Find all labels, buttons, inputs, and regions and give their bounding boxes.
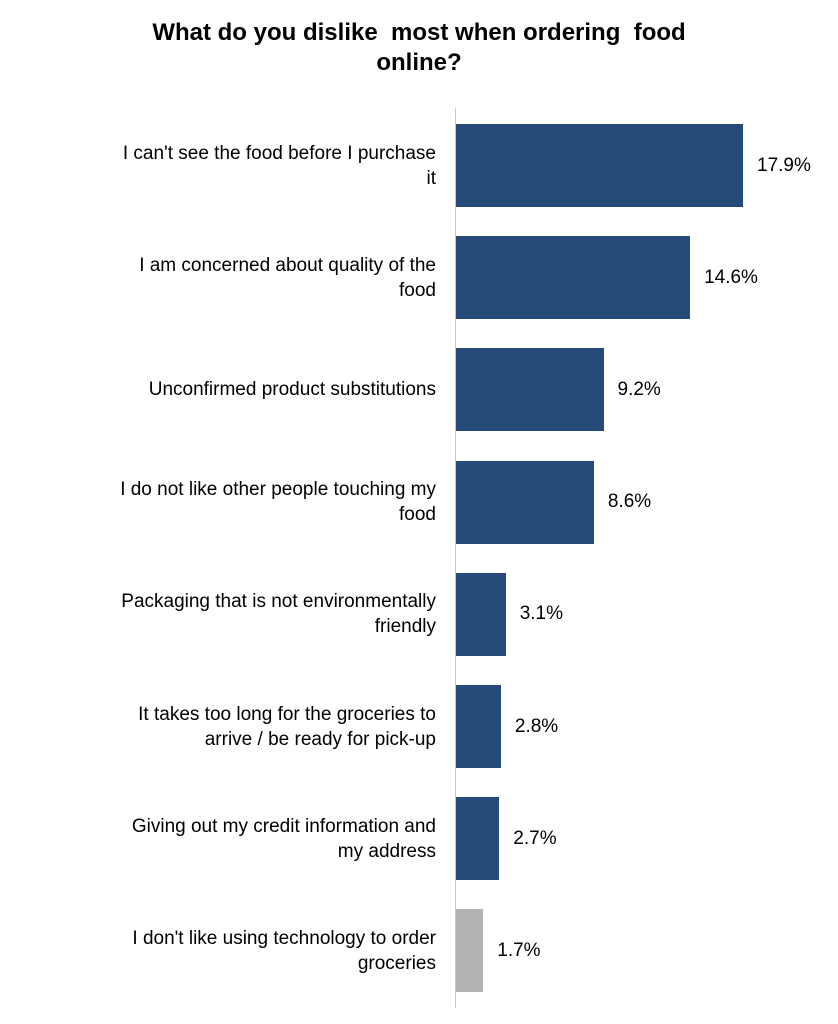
category-label: I can't see the food before I purchase it [36,141,436,191]
category-label-line: my address [337,840,436,862]
value-label: 2.8% [514,715,559,737]
category-label-line: friendly [374,616,436,638]
category-label-line: I can't see the food before I purchase [122,142,436,164]
value-label: 8.6% [607,491,652,513]
category-label: It takes too long for the groceries to ar… [36,702,436,752]
category-label: I don't like using technology to order gr… [36,926,436,976]
bar [456,236,691,320]
value-label: 3.1% [519,603,564,625]
bar [456,348,604,432]
value-label: 1.7% [497,939,541,961]
chart-title-line-2: online? [376,49,462,76]
category-label-line: groceries [357,952,436,974]
category-axis-line [455,108,456,1008]
bar [456,685,501,768]
value-label: 9.2% [617,378,661,400]
category-label-line: I don't like using technology to order [132,927,436,949]
category-label-line: Giving out my credit information and [131,815,436,837]
category-label: Unconfirmed product substitutions [36,377,436,402]
bar [456,460,594,544]
category-label-line: it [426,167,437,189]
value-label: 17.9% [757,154,811,176]
category-label-line: It takes too long for the groceries to [138,703,436,725]
bar [456,124,743,207]
bar [456,797,500,881]
category-label-line: Unconfirmed product substitutions [148,379,436,401]
value-label: 14.6% [704,266,758,288]
category-label: Packaging that is not environmentally fri… [36,589,436,639]
category-label-line: I do not like other people touching my [120,479,436,501]
category-label: I am concerned about quality of the food [36,253,436,303]
value-label: 2.7% [513,827,557,849]
bar [456,909,484,993]
category-label-line: Packaging that is not environmentally [121,591,436,613]
category-label: Giving out my credit information and my a… [36,814,436,864]
chart-title-line-1: What do you dislike most when ordering f… [152,19,686,46]
category-label-line: I am concerned about quality of the [139,254,436,276]
category-label-line: food [399,279,436,301]
category-label: I do not like other people touching my fo… [36,477,436,527]
bar [456,572,506,656]
category-label-line: arrive / be ready for pick-up [204,728,436,750]
category-label-line: food [399,504,436,526]
